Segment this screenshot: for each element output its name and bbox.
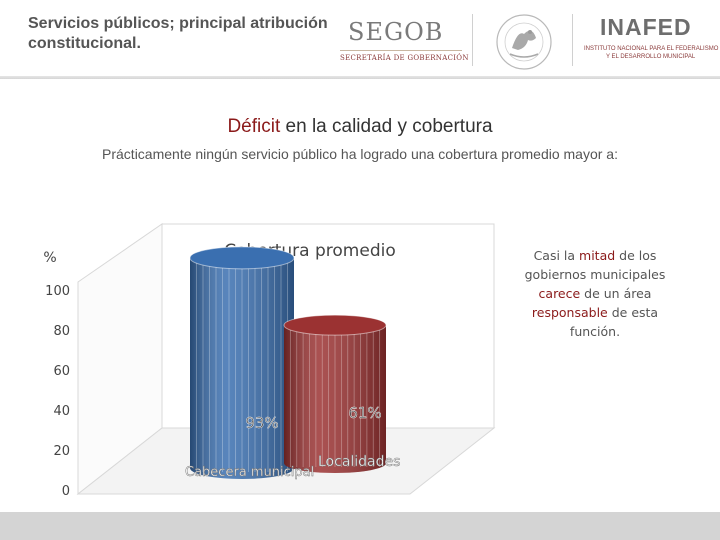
segob-logo-subtitle: SECRETARÍA DE GOBERNACIÓN	[340, 54, 469, 62]
slide-header: Servicios públicos; principal atribución…	[0, 0, 720, 80]
header-divider	[0, 76, 720, 79]
note-highlight: carece	[538, 286, 581, 301]
segob-logo: SEGOB SECRETARÍA DE GOBERNACIÓN	[340, 18, 468, 64]
data-label: 61%	[348, 404, 381, 422]
inafed-logo-subtitle: INSTITUTO NACIONAL PARA EL FEDERALISMO	[584, 46, 719, 52]
logo-divider	[472, 14, 473, 66]
note-highlight: responsable	[531, 305, 608, 320]
coverage-chart: 0 20 40 60 80 100% Cobertura promedio 93% 61% Cab…	[0, 220, 520, 510]
x-tick-label: Cabecera municipal	[185, 465, 314, 480]
y-axis-label: %	[43, 250, 56, 266]
y-tick-label: 20	[53, 444, 70, 459]
bar-top	[189, 246, 295, 270]
heading-accent: Déficit	[227, 116, 281, 137]
slide-footer-band	[0, 512, 720, 540]
bar-top	[283, 314, 387, 336]
y-tick-label: 40	[53, 404, 70, 419]
note-text: Casi la	[533, 248, 580, 263]
segob-logo-rule	[340, 50, 462, 51]
note-text: de los gobiernos municipales	[524, 248, 666, 282]
slide-title: Servicios públicos; principal atribución…	[28, 15, 328, 52]
segob-logo-word: SEGOB	[348, 18, 444, 46]
data-label: 93%	[245, 414, 278, 432]
y-tick-label: 60	[53, 364, 70, 379]
note-highlight: mitad	[579, 248, 616, 263]
inafed-logo-word: INAFED	[600, 14, 692, 40]
heading-rest: en la calidad y cobertura	[280, 116, 493, 137]
side-note: Casi la mitad de los gobiernos municipal…	[516, 246, 674, 341]
note-text: de un área	[580, 286, 652, 301]
note-text: de esta función.	[569, 305, 659, 339]
bar-shading	[284, 325, 386, 473]
y-tick-label: 100	[45, 284, 70, 299]
y-tick-label: 0	[62, 484, 70, 499]
x-tick-label: Localidades	[318, 454, 400, 470]
y-tick-label: 80	[53, 324, 70, 339]
bar-shading	[190, 257, 294, 479]
section-subtitle: Prácticamente ningún servicio público ha…	[102, 146, 618, 162]
section-heading: Déficit en la calidad y cobertura	[0, 116, 720, 138]
mexico-seal-icon	[496, 14, 552, 70]
logo-divider	[572, 14, 573, 66]
inafed-logo-subtitle: Y EL DESARROLLO MUNICIPAL	[606, 54, 696, 60]
inafed-logo: INAFED INSTITUTO NACIONAL PARA EL FEDERA…	[580, 14, 718, 68]
